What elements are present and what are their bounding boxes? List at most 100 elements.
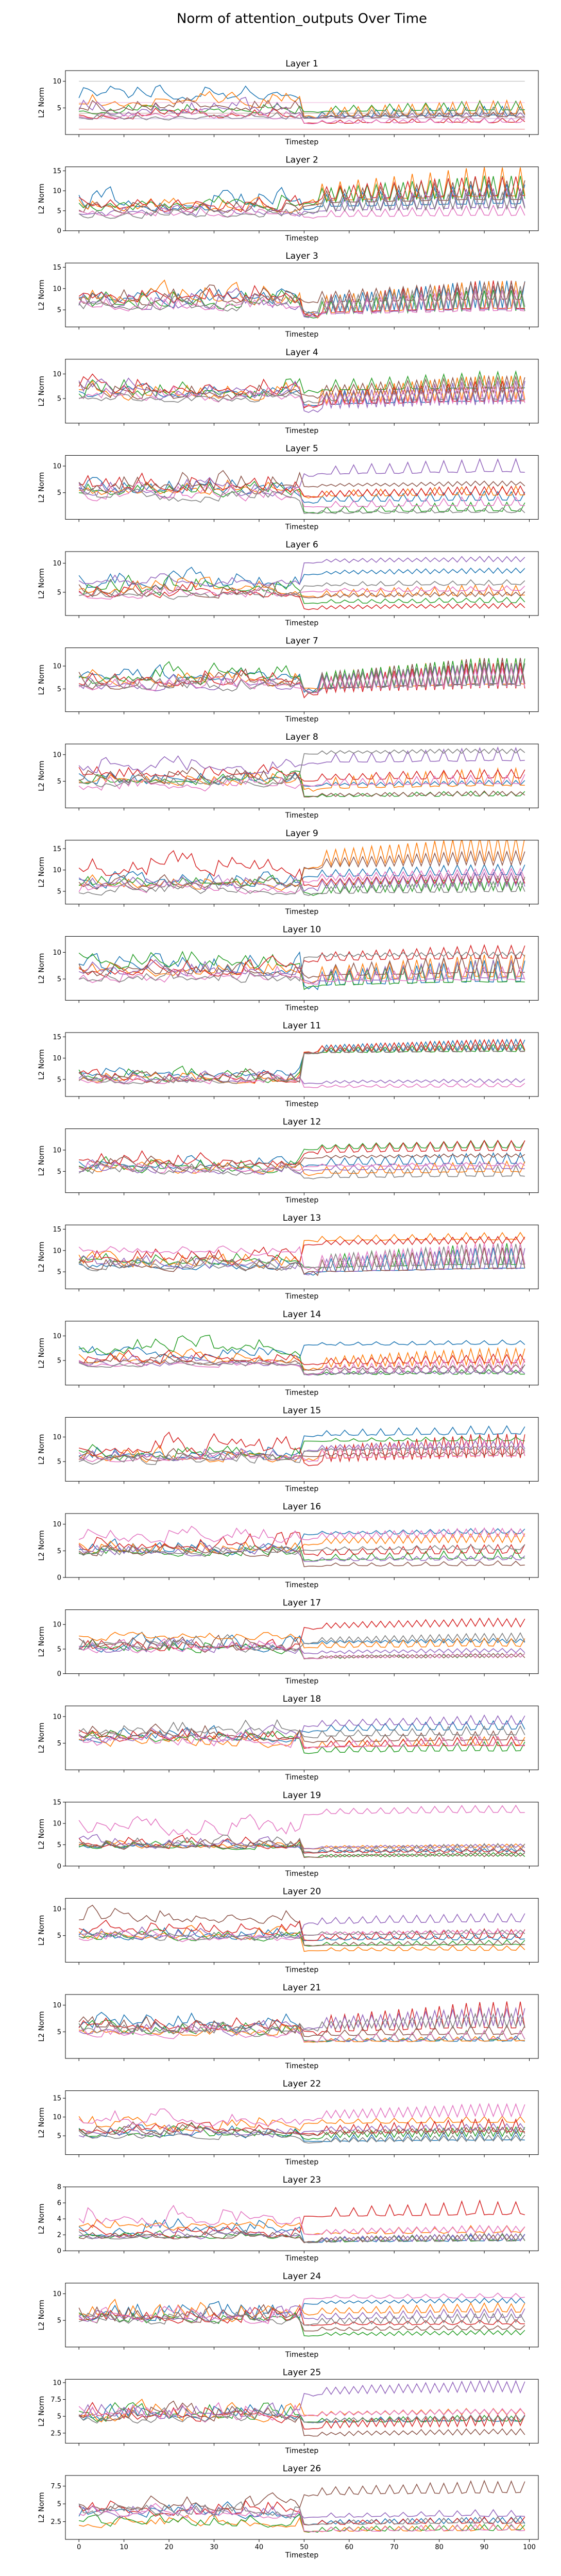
y-axis-label: L2 Norm bbox=[38, 280, 46, 310]
panel-title: Layer 24 bbox=[283, 2271, 321, 2282]
series-line bbox=[79, 1632, 525, 1653]
y-axis-label: L2 Norm bbox=[38, 1819, 46, 1849]
series-line bbox=[79, 91, 525, 119]
series-line bbox=[79, 385, 525, 408]
y-axis-label: L2 Norm bbox=[38, 184, 46, 214]
axes-frame bbox=[65, 1128, 539, 1193]
series-line bbox=[78, 1152, 525, 1170]
y-tick-label: 5 bbox=[57, 1740, 61, 1748]
series-line bbox=[78, 1435, 525, 1461]
series-line bbox=[79, 2513, 525, 2533]
series-line bbox=[79, 576, 525, 599]
series-line bbox=[78, 482, 525, 508]
series-line bbox=[78, 2122, 525, 2138]
series-line bbox=[78, 1043, 525, 1084]
axes-frame bbox=[65, 1417, 539, 1482]
series-line bbox=[78, 180, 525, 214]
axes-frame bbox=[65, 840, 539, 905]
axes-frame bbox=[65, 551, 539, 616]
y-tick-label: 5 bbox=[57, 1932, 61, 1940]
series-line bbox=[78, 555, 525, 587]
panel-title: Layer 15 bbox=[283, 1405, 321, 1416]
y-axis-label: L2 Norm bbox=[38, 1915, 46, 1946]
y-tick-label: 5 bbox=[57, 2501, 61, 2508]
series-line bbox=[78, 1929, 525, 1941]
axes-frame bbox=[65, 1994, 539, 2059]
series-line bbox=[78, 2123, 525, 2140]
series-line bbox=[78, 96, 525, 119]
series-line bbox=[78, 1070, 525, 1085]
x-axis-label: Timestep bbox=[285, 330, 319, 339]
panel-layer-22: Layer 22 5 10 15 Timestep L2 Norm bbox=[38, 2079, 539, 2167]
panel-layer-8: Layer 8 5 10 Timestep L2 Norm bbox=[38, 732, 539, 820]
series-line bbox=[78, 2115, 525, 2133]
y-tick-label: 0 bbox=[57, 227, 61, 235]
x-axis-label: Timestep bbox=[285, 1100, 319, 1108]
series-line bbox=[78, 1043, 525, 1085]
y-tick-label: 10 bbox=[53, 1713, 61, 1721]
panel-title: Layer 1 bbox=[285, 59, 318, 69]
series-line bbox=[79, 880, 525, 896]
axes-frame bbox=[65, 455, 539, 520]
series-line bbox=[79, 1904, 525, 1947]
panel-title: Layer 16 bbox=[283, 1502, 321, 1512]
panel-title: Layer 13 bbox=[283, 1213, 321, 1223]
x-axis-label: Timestep bbox=[285, 138, 319, 146]
panel-layer-3: Layer 3 5 10 15 Timestep L2 Norm bbox=[38, 251, 539, 339]
series-line bbox=[78, 1839, 525, 1858]
series-line bbox=[78, 2121, 525, 2136]
y-tick-label: 6 bbox=[57, 2200, 61, 2207]
panel-title: Layer 10 bbox=[283, 924, 321, 935]
y-tick-label: 8 bbox=[57, 2184, 61, 2191]
y-axis-label: L2 Norm bbox=[38, 2492, 46, 2522]
x-tick-label: 0 bbox=[77, 2544, 81, 2551]
series-line bbox=[78, 1834, 525, 1849]
panel-title: Layer 23 bbox=[283, 2175, 321, 2185]
y-tick-label: 10 bbox=[53, 949, 61, 957]
series-line bbox=[78, 668, 525, 693]
y-tick-label: 10 bbox=[53, 2379, 61, 2387]
y-axis-label: L2 Norm bbox=[38, 1434, 46, 1465]
series-line bbox=[78, 774, 525, 792]
panel-layer-15: Layer 15 5 10 Timestep L2 Norm bbox=[38, 1405, 539, 1493]
series-line bbox=[79, 97, 525, 119]
panel-layer-19: Layer 19 0 5 10 15 Timestep L2 Norm bbox=[38, 1790, 539, 1878]
panel-title: Layer 21 bbox=[283, 1983, 321, 1993]
panel-title: Layer 14 bbox=[283, 1309, 321, 1320]
panel-title: Layer 19 bbox=[283, 1790, 321, 1801]
series-line bbox=[79, 108, 525, 125]
series-line bbox=[78, 1243, 525, 1272]
x-axis-label: Timestep bbox=[285, 2447, 319, 2455]
series-line bbox=[78, 764, 525, 782]
y-tick-label: 10 bbox=[53, 463, 61, 471]
y-axis-label: L2 Norm bbox=[38, 664, 46, 695]
series-line bbox=[78, 770, 525, 797]
y-tick-label: 5 bbox=[57, 686, 61, 693]
axes-frame bbox=[65, 1705, 539, 1770]
axes-frame bbox=[65, 359, 539, 424]
y-tick-label: 5 bbox=[57, 1076, 61, 1084]
axes-frame bbox=[65, 2283, 539, 2348]
series-line bbox=[78, 2304, 525, 2332]
axes-frame bbox=[65, 1321, 539, 1386]
axes-frame bbox=[65, 1898, 539, 1963]
panel-layer-18: Layer 18 5 10 Timestep L2 Norm bbox=[38, 1694, 539, 1782]
x-tick-label: 80 bbox=[435, 2544, 444, 2551]
y-tick-label: 10 bbox=[53, 2002, 61, 2009]
x-tick-label: 60 bbox=[345, 2544, 354, 2551]
x-tick-label: 10 bbox=[120, 2544, 128, 2551]
series-line bbox=[78, 1339, 525, 1360]
series-line bbox=[78, 1804, 525, 1836]
series-line bbox=[79, 1913, 525, 1940]
figure-title: Norm of attention_outputs Over Time bbox=[177, 11, 427, 26]
y-tick-label: 5 bbox=[57, 1269, 61, 1276]
axes-frame bbox=[65, 1224, 539, 1289]
x-tick-label: 30 bbox=[210, 2544, 218, 2551]
y-tick-label: 2.5 bbox=[50, 2518, 61, 2526]
y-tick-label: 10 bbox=[53, 78, 61, 86]
panel-layer-24: Layer 24 5 10 Timestep L2 Norm bbox=[38, 2271, 539, 2359]
y-axis-label: L2 Norm bbox=[38, 2204, 46, 2234]
series-line bbox=[78, 1719, 525, 1738]
panel-title: Layer 22 bbox=[283, 2079, 321, 2089]
series-line bbox=[79, 480, 525, 514]
